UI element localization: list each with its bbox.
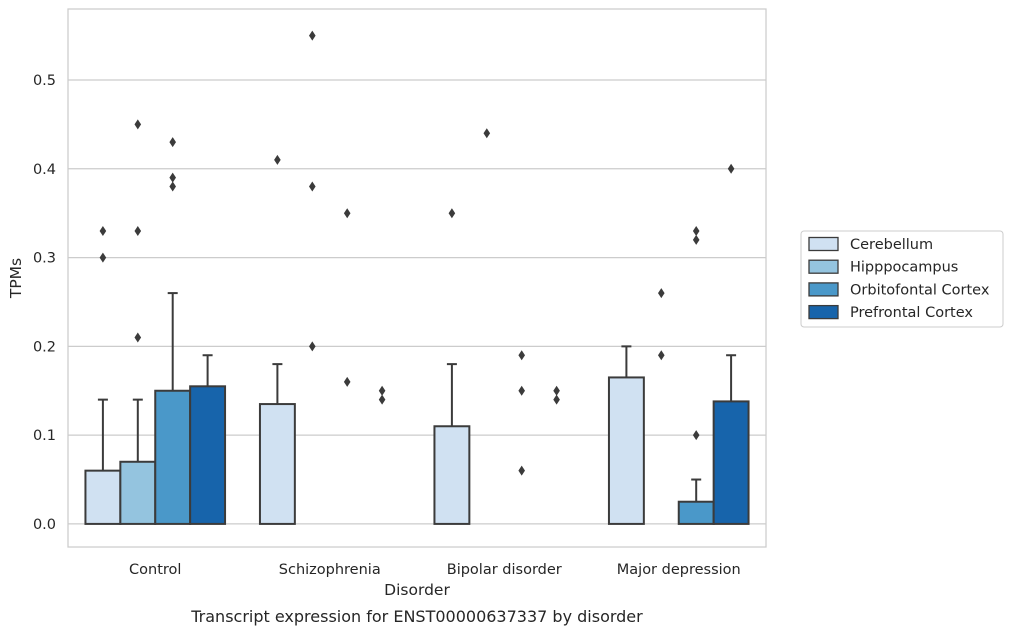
outlier-point bbox=[378, 385, 386, 396]
outlier-point bbox=[378, 394, 386, 405]
y-tick-label: 0.4 bbox=[33, 162, 56, 178]
bar bbox=[607, 376, 645, 525]
outlier-point bbox=[727, 163, 735, 174]
legend-label: Hipppocampus bbox=[850, 260, 958, 276]
outlier-point bbox=[99, 225, 107, 236]
legend: Cerebellum Hipppocampus Orbitofontal Corte… bbox=[800, 230, 1004, 328]
bar bbox=[677, 500, 715, 525]
legend-item: Orbitofontal Cortex bbox=[808, 282, 990, 298]
outlier-point bbox=[518, 350, 525, 361]
outlier-point bbox=[309, 30, 316, 41]
outlier-point bbox=[518, 385, 525, 396]
outlier-point bbox=[692, 234, 700, 245]
plot-frame bbox=[67, 8, 767, 548]
bars bbox=[84, 376, 750, 525]
legend-label: Orbitofontal Cortex bbox=[850, 282, 990, 298]
legend-label: Prefrontal Cortex bbox=[850, 305, 973, 321]
bar bbox=[119, 460, 157, 525]
legend-item: Prefrontal Cortex bbox=[808, 304, 973, 321]
x-tick-label: Major depression bbox=[617, 562, 741, 578]
bar bbox=[154, 389, 192, 525]
y-axis-title: TPMs bbox=[7, 258, 25, 299]
outlier-point bbox=[169, 181, 176, 192]
legend-item: Hipppocampus bbox=[808, 259, 958, 276]
chart-caption: Transcript expression for ENST0000063733… bbox=[190, 607, 643, 626]
y-tick-label: 0.3 bbox=[33, 251, 56, 267]
bar bbox=[258, 403, 296, 525]
y-tick-label: 0.5 bbox=[33, 73, 56, 89]
outlier-point bbox=[553, 394, 560, 405]
outlier-point bbox=[448, 208, 456, 219]
legend-frame bbox=[800, 230, 1004, 328]
outlier-point bbox=[274, 154, 281, 165]
legend-swatch bbox=[808, 259, 839, 274]
outlier-point bbox=[658, 350, 665, 361]
bar bbox=[433, 425, 471, 525]
x-tick-label: Control bbox=[129, 562, 181, 578]
outlier-point bbox=[658, 288, 665, 299]
outlier-point bbox=[553, 385, 560, 396]
outlier-point bbox=[99, 252, 107, 263]
outlier-point bbox=[692, 430, 700, 441]
x-tick-label: Bipolar disorder bbox=[447, 562, 562, 578]
y-tick-label: 0.0 bbox=[33, 517, 56, 533]
outlier-point bbox=[483, 128, 491, 139]
outlier-point bbox=[169, 172, 176, 183]
outlier-points bbox=[99, 30, 735, 476]
outlier-point bbox=[169, 137, 176, 148]
bar bbox=[189, 385, 227, 525]
outlier-point bbox=[343, 208, 351, 219]
x-tick-label: Schizophrenia bbox=[279, 562, 381, 578]
legend-swatch bbox=[808, 282, 839, 297]
outlier-point bbox=[343, 376, 351, 387]
y-tick-label: 0.1 bbox=[33, 428, 56, 444]
y-tick-labels: 0.0 0.1 0.2 0.3 0.4 0.5 bbox=[33, 73, 56, 533]
outlier-point bbox=[134, 225, 142, 236]
bar bbox=[712, 400, 750, 525]
outlier-point bbox=[309, 341, 316, 352]
y-tick-label: 0.2 bbox=[33, 339, 56, 355]
x-tick-labels: Control Schizophrenia Bipolar disorder Majo… bbox=[129, 562, 741, 578]
outlier-point bbox=[134, 119, 142, 130]
error-bars bbox=[97, 292, 737, 502]
legend-item: Cerebellum bbox=[808, 236, 933, 253]
legend-swatch bbox=[808, 236, 839, 252]
x-axis-title: Disorder bbox=[384, 581, 450, 599]
bar bbox=[84, 469, 122, 525]
outlier-point bbox=[134, 332, 142, 343]
outlier-point bbox=[692, 225, 700, 236]
outlier-point bbox=[309, 181, 316, 192]
outlier-point bbox=[518, 465, 525, 476]
legend-swatch bbox=[808, 304, 839, 320]
legend-label: Cerebellum bbox=[850, 237, 933, 253]
